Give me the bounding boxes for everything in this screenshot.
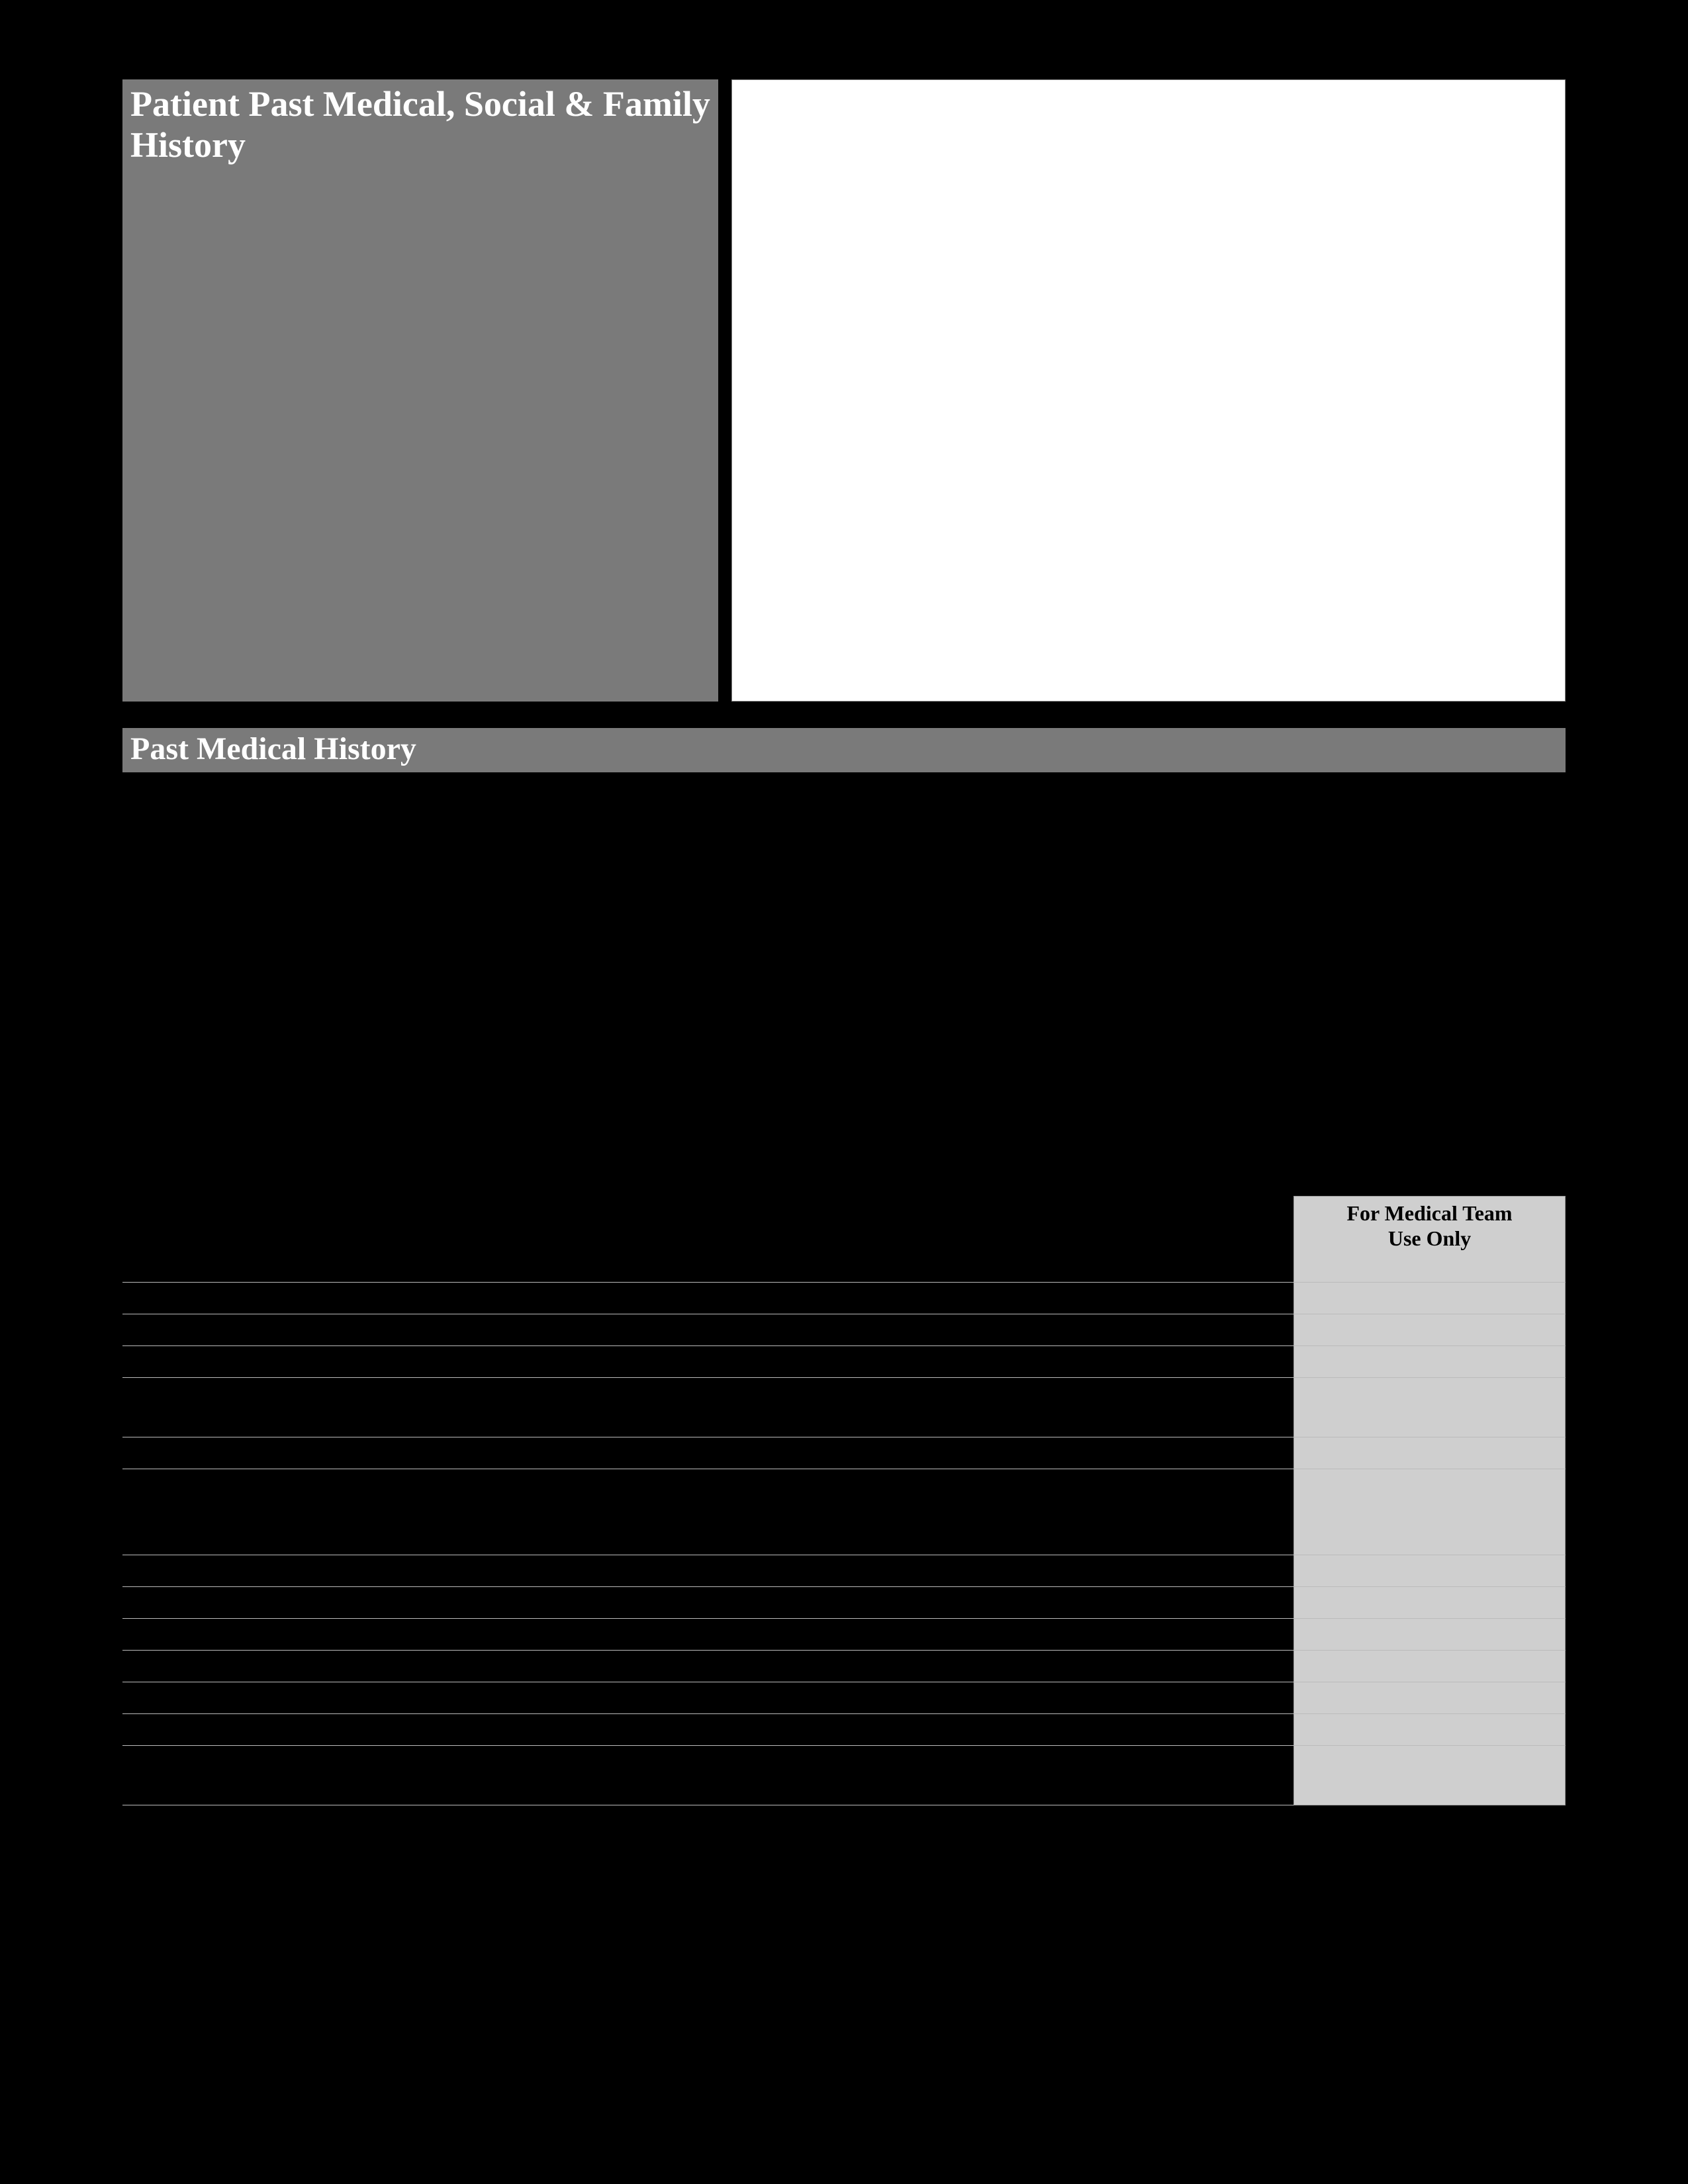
table-cell-side <box>1294 1682 1566 1714</box>
table-row <box>122 1651 1566 1682</box>
table-cell-side <box>1294 1469 1566 1555</box>
page-content: Patient Past Medical, Social & Family Hi… <box>122 79 1566 1805</box>
blank-info-box <box>731 79 1566 702</box>
table-row <box>122 1283 1566 1314</box>
table-row <box>122 1378 1566 1437</box>
table-cell-main <box>122 1346 1294 1378</box>
table-cell-side <box>1294 1283 1566 1314</box>
table-cell-side <box>1294 1587 1566 1619</box>
table-cell-side <box>1294 1746 1566 1805</box>
table-cell-main <box>122 1682 1294 1714</box>
side-header-line2: Use Only <box>1388 1226 1471 1250</box>
table-row <box>122 1714 1566 1746</box>
table-row <box>122 1619 1566 1651</box>
table-cell-main <box>122 1555 1294 1587</box>
table-row <box>122 1555 1566 1587</box>
table-cell-main <box>122 1651 1294 1682</box>
table-row <box>122 1469 1566 1555</box>
table-cell-main <box>122 1314 1294 1346</box>
table-row <box>122 1346 1566 1378</box>
table-cell-side <box>1294 1314 1566 1346</box>
table-header-row: For Medical Team Use Only <box>122 1197 1566 1283</box>
section-title-past-medical-history: Past Medical History <box>122 728 1566 772</box>
table-cell-main <box>122 1619 1294 1651</box>
table-cell-side <box>1294 1437 1566 1469</box>
side-header-line1: For Medical Team <box>1347 1201 1513 1225</box>
table-row <box>122 1682 1566 1714</box>
history-table: For Medical Team Use Only <box>122 1196 1566 1805</box>
table-cell-side <box>1294 1619 1566 1651</box>
table-cell-main <box>122 1746 1294 1805</box>
table-header-main <box>122 1197 1294 1283</box>
table-row <box>122 1746 1566 1805</box>
table-cell-main <box>122 1469 1294 1555</box>
form-title: Patient Past Medical, Social & Family Hi… <box>122 79 718 702</box>
table-cell-side <box>1294 1555 1566 1587</box>
table-cell-side <box>1294 1651 1566 1682</box>
table-cell-main <box>122 1437 1294 1469</box>
table-row <box>122 1314 1566 1346</box>
table-cell-side <box>1294 1378 1566 1437</box>
table-row <box>122 1437 1566 1469</box>
table-cell-main <box>122 1378 1294 1437</box>
table-header-side: For Medical Team Use Only <box>1294 1197 1566 1283</box>
table-cell-main <box>122 1587 1294 1619</box>
table-cell-side <box>1294 1346 1566 1378</box>
history-table-wrap: For Medical Team Use Only <box>122 1196 1566 1805</box>
table-cell-side <box>1294 1714 1566 1746</box>
table-cell-main <box>122 1283 1294 1314</box>
top-row: Patient Past Medical, Social & Family Hi… <box>122 79 1566 702</box>
table-cell-main <box>122 1714 1294 1746</box>
table-row <box>122 1587 1566 1619</box>
table-body <box>122 1283 1566 1805</box>
